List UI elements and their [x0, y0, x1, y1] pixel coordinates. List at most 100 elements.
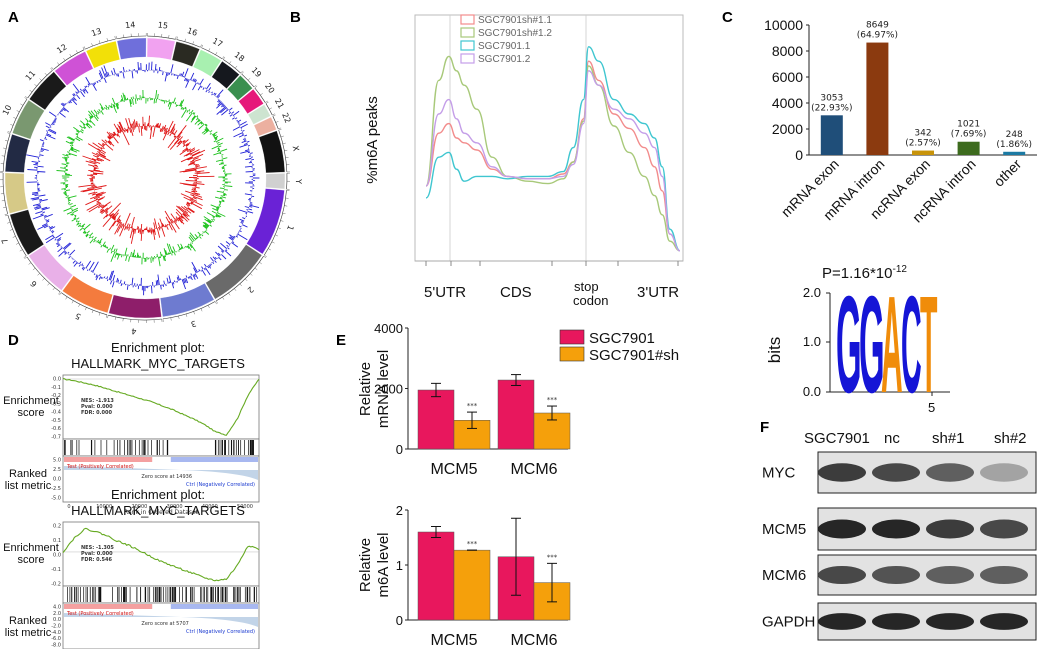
bar-4: [1003, 151, 1026, 155]
chromosome-segment: [246, 188, 285, 255]
chromosome-scale-tick: [91, 43, 93, 47]
chromosome-scale-tick: [272, 113, 276, 116]
chromosome-scale-tick: [178, 315, 180, 319]
blot-band: [980, 519, 1028, 539]
chromosome-scale-tick: [259, 262, 262, 265]
chromosome-scale-tick: [51, 67, 54, 70]
blot-band: [926, 613, 974, 630]
significance-mark: ***: [547, 553, 558, 561]
chromosome-label: Y: [294, 178, 303, 184]
gsea-stat: NES: -1.305: [81, 545, 114, 551]
protein-label: MCM5: [762, 521, 806, 538]
chromosome-scale-tick: [107, 315, 109, 319]
gsea-stat: Pval: 0.000: [81, 404, 113, 410]
lane-label: nc: [884, 430, 900, 447]
chromosome-scale-tick: [50, 67, 53, 71]
chromosome-scale-arc: [216, 256, 264, 302]
blot-band: [926, 519, 974, 539]
hit-marks: [67, 587, 258, 602]
chromosome-label: 11: [24, 69, 37, 83]
chromosome-scale-tick: [106, 38, 108, 42]
chromosome-scale-tick: [240, 70, 243, 74]
protein-label: MYC: [762, 465, 796, 482]
chromosome-scale-tick: [228, 292, 231, 296]
chromosome-scale-tick: [29, 89, 33, 93]
rank-y-tick: -8.0: [51, 643, 61, 649]
bar-percent-label: (1.86%): [996, 140, 1032, 150]
y-axis-label-line1: Relative: [357, 362, 374, 416]
es-y-tick: -0.2: [51, 393, 61, 399]
chromosome-scale-tick: [207, 305, 210, 308]
chromosome-scale-tick: [114, 316, 116, 320]
chromosome-segment: [160, 283, 215, 318]
x-tick-cds: CDS: [500, 284, 532, 301]
bar: [417, 531, 455, 621]
y-tick-label: 2000: [374, 382, 403, 397]
neg-gradient: [170, 457, 258, 462]
significance-mark: ***: [547, 396, 558, 404]
chromosome-segment: [9, 209, 45, 256]
chromosome-scale-tick: [222, 296, 225, 300]
chromosome-scale-tick: [170, 317, 172, 321]
chromosome-scale-arc: [162, 301, 216, 320]
rank-y-tick: 2.0: [53, 611, 61, 617]
chromosome-scale-tick: [7, 131, 11, 133]
bar-value-label: 8649: [866, 21, 889, 31]
rank-x-tick: 10000: [96, 504, 112, 510]
chromosome-scale-arc: [26, 256, 61, 293]
y-tick-label: 0: [396, 613, 403, 628]
rank-y-tick: -5.0: [51, 496, 61, 502]
x-axis-ticks: [425, 261, 679, 266]
es-y-label-line2: score: [18, 554, 45, 566]
chromosome-scale-tick: [114, 36, 116, 40]
chromosome-scale-tick: [263, 256, 267, 259]
category-label: other: [990, 156, 1024, 190]
chromosome-scale-tick: [98, 312, 101, 316]
lane-label: sh#1: [932, 430, 965, 447]
chromosome-scale-tick: [275, 234, 278, 237]
bar: [453, 549, 491, 621]
western-blot: SGC7901 nc sh#1 sh#2 MYC MCM5 MCM6 GAPDH: [762, 430, 1037, 641]
chromosome-scale-arc: [278, 129, 288, 173]
es-curve: [62, 378, 260, 436]
chromosome-scale-tick: [10, 124, 14, 126]
motif-letter: G: [859, 268, 885, 422]
y-tick-label: 10000: [764, 17, 803, 33]
chromosome-scale-tick: [272, 114, 276, 117]
blot-band: [818, 613, 866, 630]
panel-letter-a: A: [8, 9, 19, 26]
chromosome-scale-tick: [264, 254, 267, 257]
blot-band: [872, 463, 920, 482]
track-signal-2: [78, 115, 215, 244]
neg-label: Ctrl (Negatively Correlated): [186, 482, 255, 488]
y-tick-label: 2000: [772, 121, 803, 137]
motif-letter: G: [836, 268, 862, 422]
chromosome-scale-tick: [24, 97, 28, 100]
chromosome-scale-tick: [282, 212, 286, 215]
legend-label: SGC7901.2: [478, 54, 531, 65]
track-signal-1: [56, 89, 233, 267]
chromosome-label: 4: [131, 326, 137, 335]
chromosome-scale-tick: [284, 149, 288, 151]
pos-gradient: [64, 604, 153, 609]
es-y-tick: -0.2: [51, 582, 61, 588]
blot-band: [980, 613, 1028, 630]
motif-tick-label: 0.0: [803, 384, 821, 399]
motif-y-label: bits: [765, 337, 784, 363]
gsea-stat: Pval: 0.000: [81, 551, 113, 557]
chromosome-scale-tick: [229, 61, 232, 64]
es-y-tick: -0.3: [51, 401, 61, 407]
rank-y-tick: 5.0: [53, 458, 61, 464]
y-axis-label-line1: Relative: [357, 538, 374, 592]
rank-y-tick: -2.5: [51, 486, 61, 492]
chromosome-label: 17: [211, 36, 224, 49]
legend-swatch: [559, 346, 585, 362]
bar-percent-label: (2.57%): [905, 139, 941, 149]
m6a-distribution-chart: SGC7901sh#1.1 SGC7901sh#1.2 SGC7901.1 SGC79…: [364, 14, 684, 308]
chromosome-scale-tick: [57, 62, 60, 66]
chromosome-scale-tick: [39, 78, 42, 81]
es-y-tick: 0.1: [53, 538, 61, 544]
es-y-label-line1: Enrichment: [3, 395, 59, 407]
chromosome-scale-tick: [269, 107, 272, 110]
